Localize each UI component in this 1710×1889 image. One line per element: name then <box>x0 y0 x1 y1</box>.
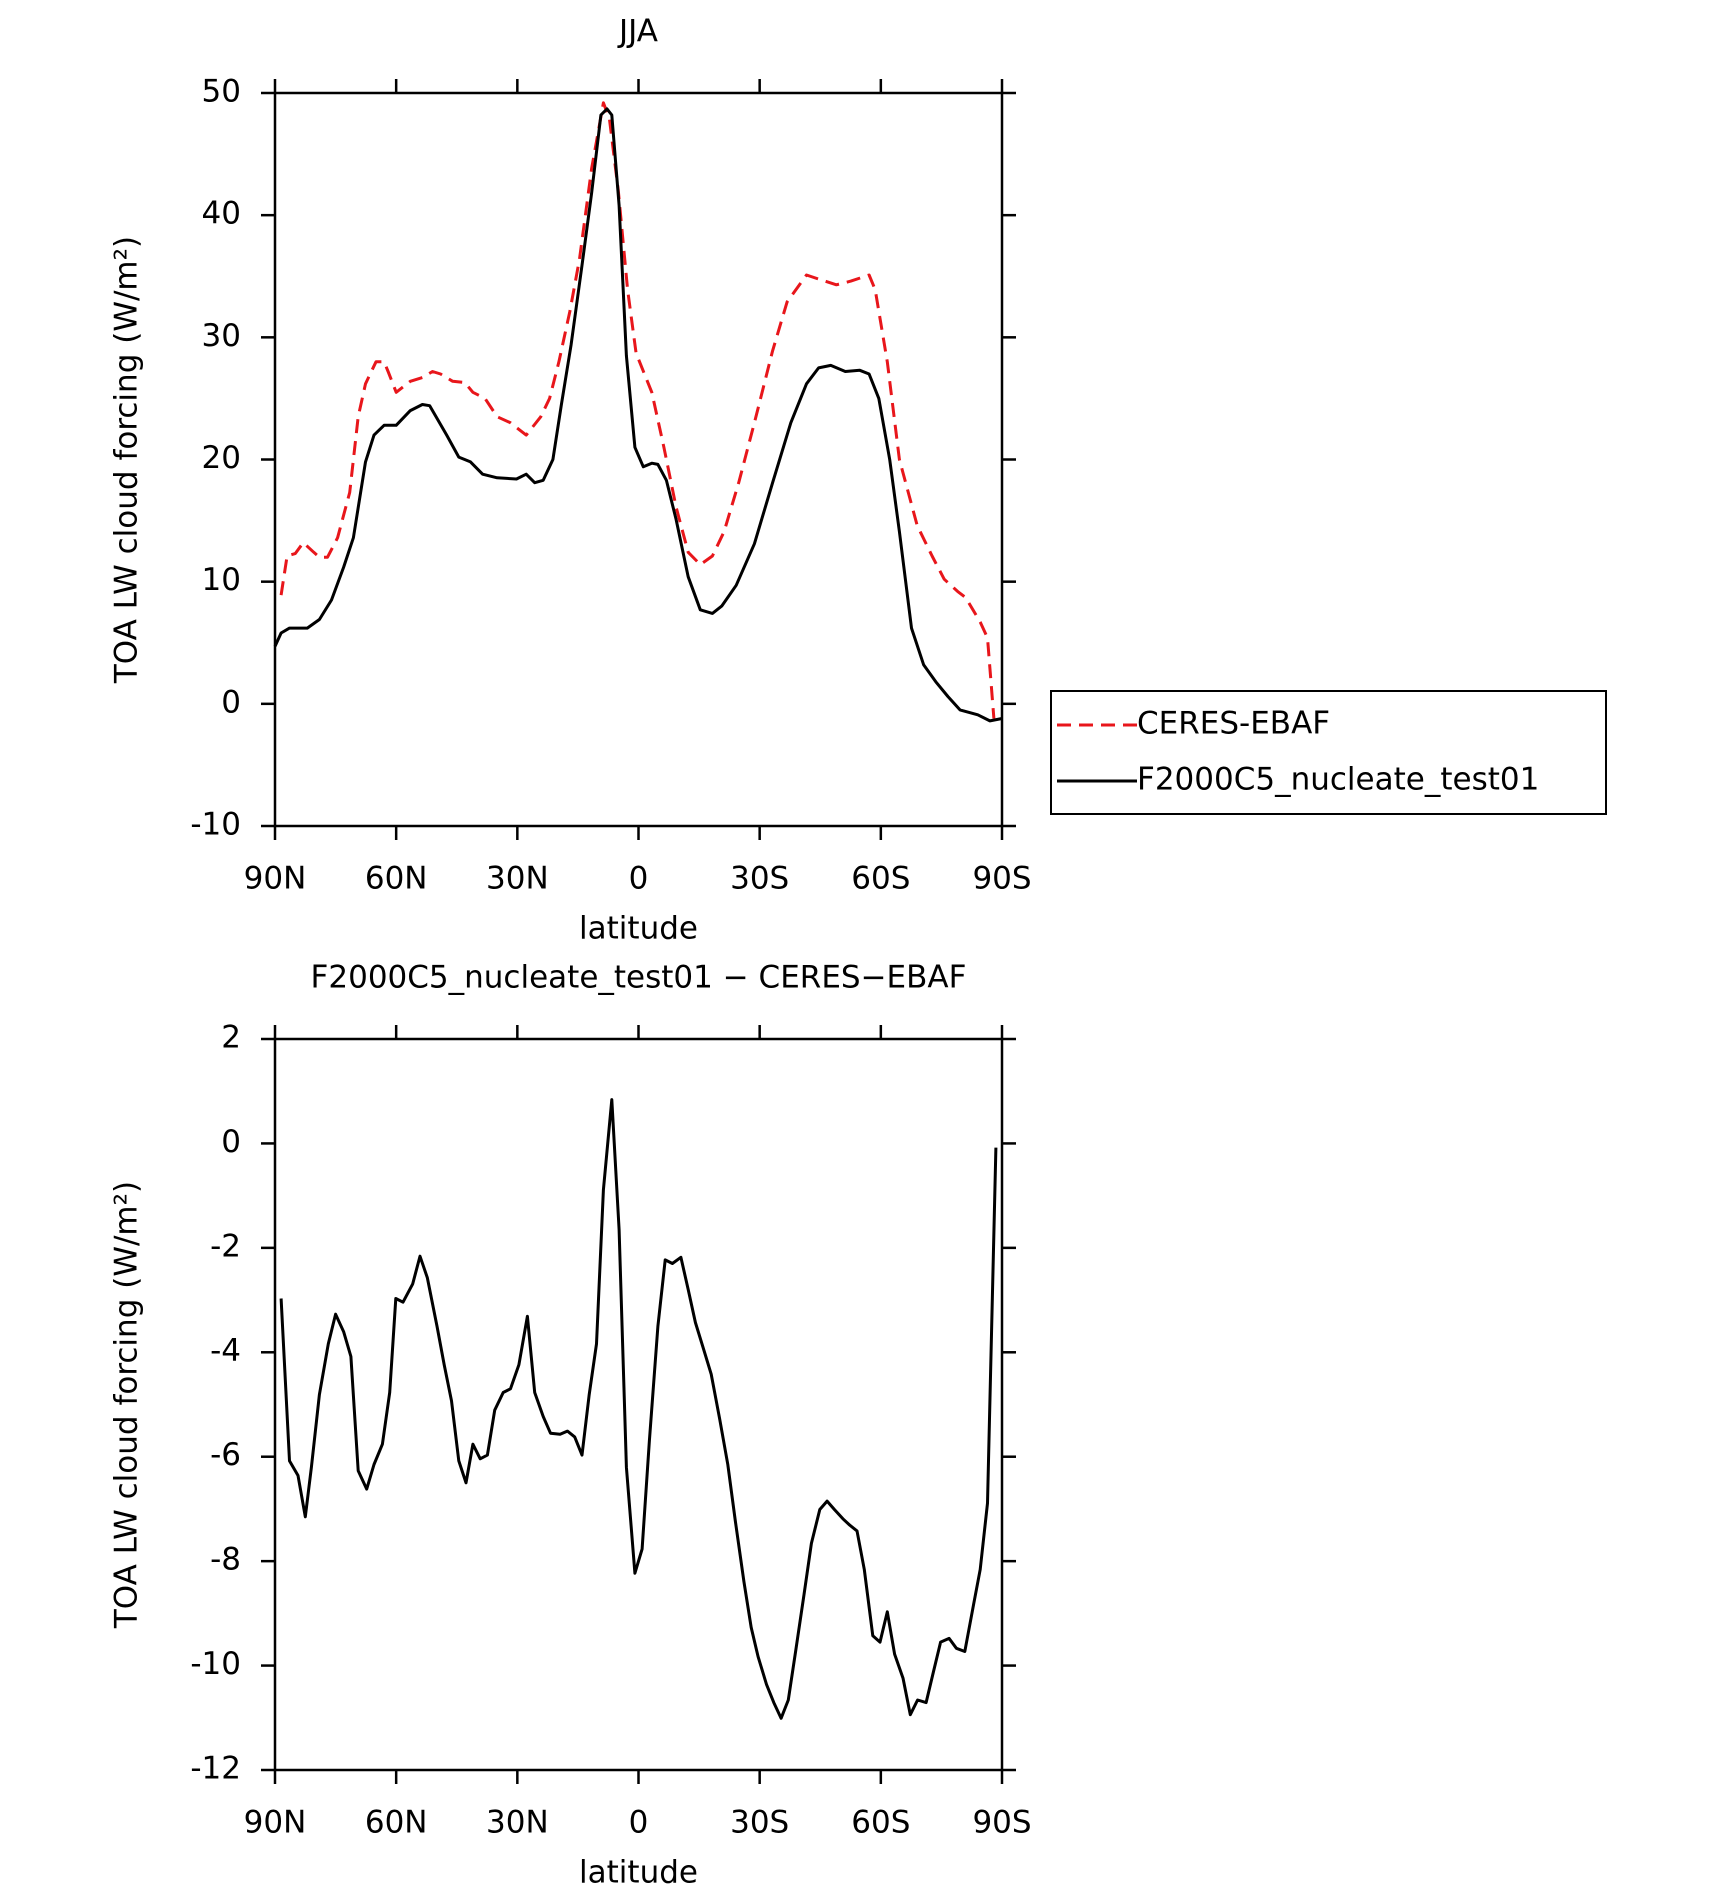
y-tick-label: -10 <box>190 807 241 843</box>
y-tick-label: -10 <box>190 1646 241 1682</box>
legend-box <box>1050 690 1607 815</box>
line-series <box>279 1098 998 1720</box>
y-axis-label: TOA LW cloud forcing (W/m²) <box>109 1181 145 1629</box>
x-tick-label: 90N <box>244 861 307 897</box>
x-tick-label: 0 <box>629 1805 649 1841</box>
plot-frame <box>273 1037 1004 1772</box>
y-tick-label: -6 <box>210 1437 241 1473</box>
y-tick-label: 40 <box>202 196 241 232</box>
chart-title: F2000C5_nucleate_test01 − CERES−EBAF <box>311 960 967 996</box>
x-tick-label: 30S <box>730 1805 789 1841</box>
x-tick-label: 30N <box>486 1805 549 1841</box>
y-tick-label: 10 <box>202 562 241 598</box>
y-tick-label: -12 <box>190 1751 241 1787</box>
x-tick-label: 90S <box>972 1805 1031 1841</box>
y-tick-label: 50 <box>202 74 241 110</box>
x-axis-label: latitude <box>579 1855 698 1889</box>
y-tick-label: -2 <box>210 1228 241 1264</box>
x-tick-label: 0 <box>629 861 649 897</box>
x-tick-label: 30N <box>486 861 549 897</box>
y-tick-label: 2 <box>221 1020 241 1056</box>
plot-frame <box>273 91 1004 828</box>
y-tick-label: -4 <box>210 1333 241 1369</box>
legend-label: F2000C5_nucleate_test01 <box>1137 762 1539 798</box>
x-tick-label: 60S <box>851 1805 910 1841</box>
x-tick-label: 90N <box>244 1805 307 1841</box>
x-tick-label: 30S <box>730 861 789 897</box>
x-tick-label: 60S <box>851 861 910 897</box>
y-axis-label: TOA LW cloud forcing (W/m²) <box>109 236 145 684</box>
y-tick-label: 30 <box>202 318 241 354</box>
line-series <box>279 101 996 719</box>
x-axis-label: latitude <box>579 911 698 947</box>
x-tick-label: 90S <box>972 861 1031 897</box>
y-tick-label: -8 <box>210 1542 241 1578</box>
y-tick-label: 0 <box>221 684 241 720</box>
line-series <box>273 107 1003 723</box>
y-tick-label: 20 <box>202 440 241 476</box>
y-tick-label: 0 <box>221 1124 241 1160</box>
chart-title: JJA <box>617 14 658 50</box>
legend-label: CERES-EBAF <box>1137 706 1330 742</box>
x-tick-label: 60N <box>365 1805 428 1841</box>
x-tick-label: 60N <box>365 861 428 897</box>
